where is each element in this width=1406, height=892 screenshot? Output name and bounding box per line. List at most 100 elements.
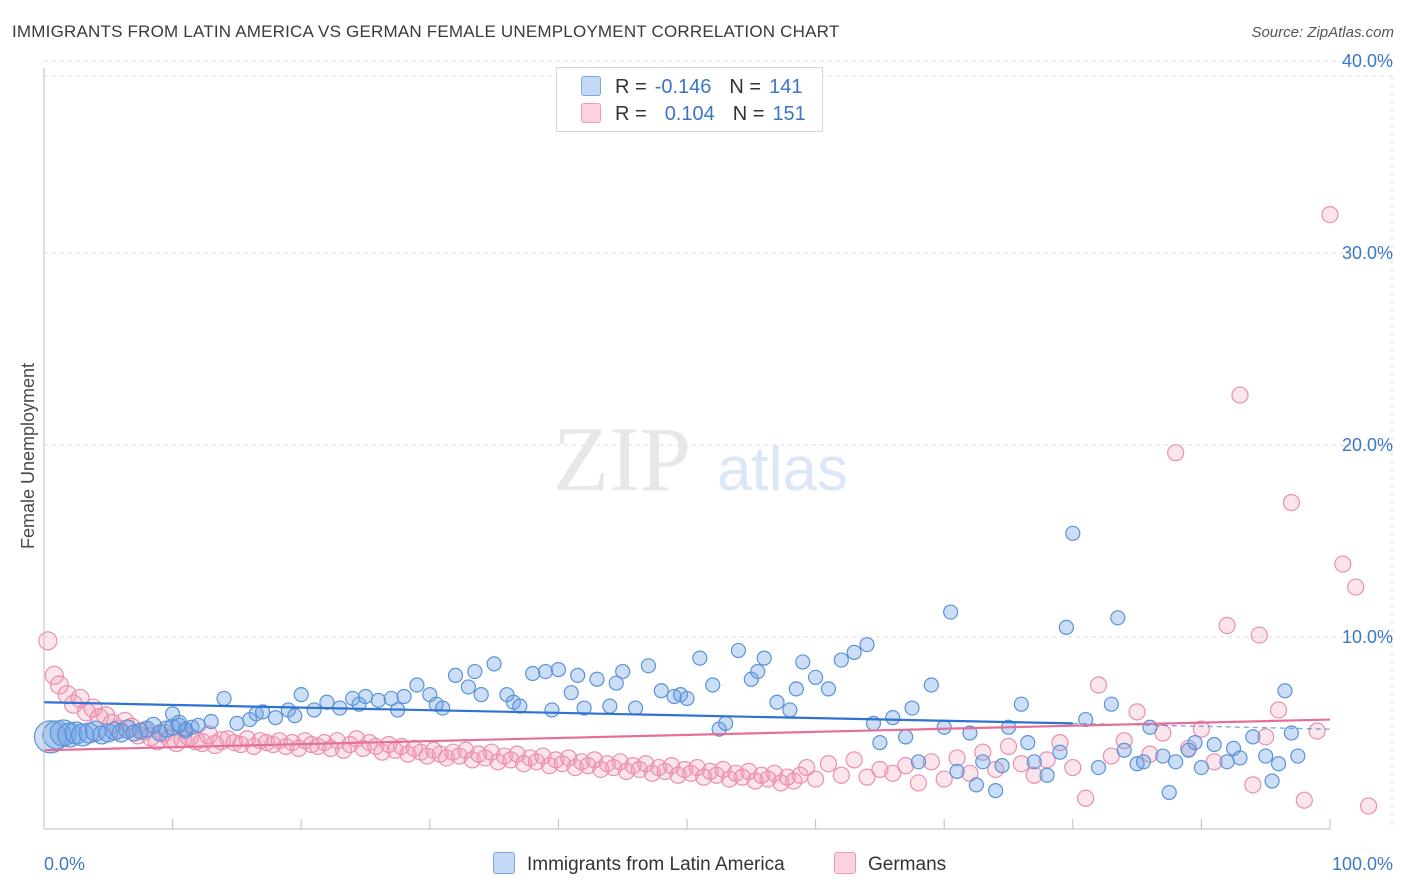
point-immigrants xyxy=(216,690,232,707)
point-germans xyxy=(1025,766,1043,784)
point-germans xyxy=(1231,386,1249,404)
point-germans xyxy=(785,772,803,790)
point-immigrants xyxy=(1187,734,1203,751)
point-immigrants xyxy=(1258,748,1274,764)
point-immigrants xyxy=(537,663,554,680)
point-germans xyxy=(630,760,649,779)
point-germans xyxy=(463,751,481,769)
point-immigrants xyxy=(293,686,309,703)
point-immigrants xyxy=(467,663,483,680)
point-immigrants xyxy=(1020,734,1036,751)
point-immigrants xyxy=(640,658,657,674)
point-immigrants xyxy=(705,677,721,693)
point-germans xyxy=(450,747,468,765)
trend-lines xyxy=(43,701,1331,752)
point-immigrants xyxy=(975,754,991,770)
point-immigrants xyxy=(165,706,181,722)
point-immigrants xyxy=(1290,748,1306,764)
point-immigrants xyxy=(570,667,586,684)
legend-swatch-pink xyxy=(834,852,856,874)
point-germans xyxy=(1192,720,1211,738)
point-immigrants xyxy=(576,700,592,716)
point-germans xyxy=(579,757,597,775)
point-immigrants xyxy=(1058,619,1074,636)
point-immigrants xyxy=(1155,748,1171,764)
point-immigrants xyxy=(1270,756,1287,772)
grid-lines xyxy=(44,60,1393,829)
legend-swatch-blue xyxy=(581,76,601,96)
point-germans xyxy=(515,755,533,773)
point-germans xyxy=(832,766,850,784)
point-immigrants xyxy=(1264,773,1280,789)
point-immigrants xyxy=(608,675,624,691)
point-germans xyxy=(592,760,610,779)
point-germans xyxy=(605,758,623,777)
point-germans xyxy=(1295,791,1313,809)
point-germans xyxy=(765,764,784,782)
point-immigrants xyxy=(49,719,77,747)
point-immigrants xyxy=(795,654,811,670)
point-immigrants xyxy=(486,656,502,672)
point-immigrants xyxy=(1219,754,1235,770)
trend-line-immigrants-extension xyxy=(1072,722,1331,730)
point-immigrants xyxy=(1277,683,1293,699)
point-germans xyxy=(948,749,966,767)
point-immigrants xyxy=(190,717,206,733)
point-germans xyxy=(759,770,777,788)
legend-item-germans: Germans xyxy=(834,852,946,876)
point-immigrants xyxy=(1052,744,1068,760)
point-germans xyxy=(1334,555,1352,573)
point-immigrants xyxy=(435,700,451,716)
point-germans xyxy=(871,760,889,779)
point-immigrants xyxy=(1142,719,1158,735)
point-germans xyxy=(1250,626,1268,644)
point-immigrants xyxy=(1110,610,1126,626)
point-immigrants xyxy=(550,662,567,678)
point-immigrants xyxy=(936,719,952,735)
point-germans xyxy=(585,751,604,769)
point-germans xyxy=(707,766,726,784)
point-germans xyxy=(437,749,456,767)
point-germans xyxy=(662,757,681,775)
point-immigrants xyxy=(782,702,798,718)
point-immigrants xyxy=(473,686,489,703)
legend-swatch-blue xyxy=(493,852,515,874)
point-germans xyxy=(858,768,876,786)
point-immigrants xyxy=(1283,725,1300,741)
point-germans xyxy=(733,768,751,786)
r-value: -0.146 xyxy=(654,76,712,98)
point-germans xyxy=(611,753,629,771)
legend-row-pink: R = 0.104 N = 151 xyxy=(581,103,806,125)
point-germans xyxy=(720,770,739,788)
point-germans xyxy=(1128,703,1146,721)
point-immigrants xyxy=(750,663,766,680)
point-immigrants xyxy=(287,708,303,724)
legend-item-immigrants: Immigrants from Latin America xyxy=(493,852,785,876)
point-immigrants xyxy=(447,667,464,684)
point-immigrants xyxy=(627,700,644,716)
point-germans xyxy=(884,764,902,782)
point-immigrants xyxy=(203,713,219,730)
point-germans xyxy=(935,770,953,788)
watermark-zip: ZIP xyxy=(553,408,691,510)
point-immigrants xyxy=(846,644,862,660)
point-immigrants xyxy=(653,683,669,699)
point-immigrants xyxy=(756,650,772,666)
point-immigrants xyxy=(730,642,747,659)
point-immigrants xyxy=(988,782,1004,799)
point-germans xyxy=(534,747,552,765)
point-germans xyxy=(797,758,816,777)
point-germans xyxy=(617,762,636,781)
legend-row-blue: R = -0.146 N = 141 xyxy=(581,76,802,98)
point-immigrants xyxy=(820,681,837,697)
point-immigrants xyxy=(949,763,965,780)
point-immigrants xyxy=(357,688,374,705)
point-immigrants xyxy=(255,704,271,720)
point-germans xyxy=(819,755,838,773)
point-immigrants xyxy=(1116,742,1132,758)
point-germans xyxy=(476,749,494,767)
point-immigrants xyxy=(125,724,143,742)
point-germans xyxy=(489,753,507,771)
point-germans xyxy=(643,764,661,782)
